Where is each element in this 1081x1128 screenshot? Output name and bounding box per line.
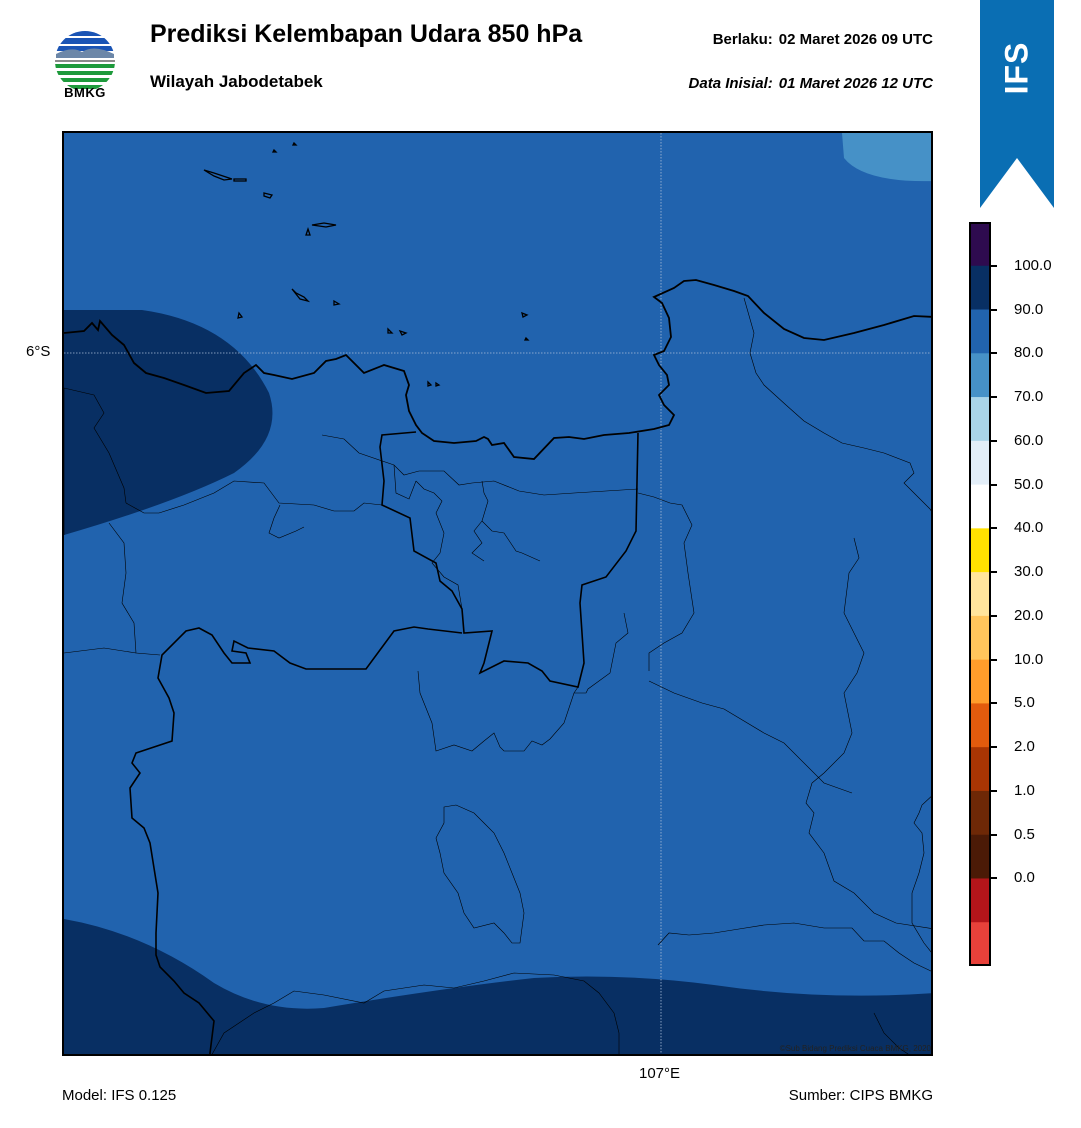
init-label: Data Inisial: bbox=[688, 75, 773, 92]
colorbar-segment bbox=[969, 790, 991, 836]
humidity-70-80-northeast bbox=[842, 133, 931, 182]
colorbar-segment bbox=[969, 747, 991, 792]
valid-label: Berlaku: bbox=[712, 31, 773, 48]
latitude-label: 6°S bbox=[26, 343, 51, 360]
init-time: Data Inisial: 01 Maret 2026 12 UTC bbox=[689, 75, 933, 92]
humidity-90-100-south bbox=[64, 919, 931, 1054]
copyright-note: ©Sub Bidang Prediksi Cuaca BMKG, 2020 bbox=[779, 1044, 931, 1053]
colorbar-segment bbox=[969, 528, 991, 573]
colorbar-label: 30.0 bbox=[1014, 563, 1044, 581]
source-info: Sumber: CIPS BMKG bbox=[788, 1087, 933, 1104]
colorbar-label: 80.0 bbox=[1014, 344, 1044, 362]
colorbar-segment bbox=[969, 922, 991, 966]
colorbar-segment bbox=[969, 572, 991, 617]
colorbar-tick bbox=[990, 439, 997, 442]
colorbar bbox=[969, 222, 991, 966]
colorbar-tick bbox=[990, 833, 997, 836]
colorbar-tick bbox=[990, 571, 997, 574]
humidity-80-90-field bbox=[64, 133, 931, 1054]
colorbar-tick bbox=[990, 308, 997, 311]
humidity-90-100-northwest bbox=[64, 310, 273, 535]
colorbar-tick bbox=[990, 614, 997, 617]
coastline bbox=[64, 279, 931, 460]
colorbar-segment bbox=[969, 440, 991, 486]
colorbar-segment bbox=[969, 878, 991, 923]
province-boundary bbox=[129, 626, 463, 1054]
colorbar-label: 90.0 bbox=[1014, 300, 1044, 318]
colorbar-segment bbox=[969, 834, 991, 879]
colorbar-segment bbox=[969, 265, 991, 311]
colorbar-segment bbox=[969, 309, 991, 354]
colorbar-label: 0.5 bbox=[1014, 825, 1035, 843]
colorbar-label: 5.0 bbox=[1014, 694, 1035, 712]
district-boundaries bbox=[64, 297, 931, 1054]
colorbar-tick bbox=[990, 789, 997, 792]
colorbar-tick bbox=[990, 527, 997, 530]
colorbar-tick bbox=[990, 483, 997, 486]
ifs-ribbon-label: IFS bbox=[998, 41, 1035, 95]
ifs-ribbon bbox=[980, 0, 1054, 208]
colorbar-segment bbox=[969, 484, 991, 529]
colorbar-segment bbox=[969, 703, 991, 748]
colorbar-tick bbox=[990, 702, 997, 705]
colorbar-tick bbox=[990, 264, 997, 267]
colorbar-tick bbox=[990, 658, 997, 661]
colorbar-segment bbox=[969, 222, 991, 267]
province-boundary bbox=[379, 431, 639, 688]
colorbar-tick bbox=[990, 877, 997, 880]
map-canvas bbox=[64, 133, 931, 1054]
page-title: Prediksi Kelembapan Udara 850 hPa bbox=[150, 20, 583, 48]
colorbar-label: 2.0 bbox=[1014, 738, 1035, 756]
islands bbox=[203, 141, 530, 387]
valid-value: 02 Maret 2026 09 UTC bbox=[778, 31, 933, 48]
model-info: Model: IFS 0.125 bbox=[62, 1087, 177, 1104]
colorbar-tick bbox=[990, 352, 997, 355]
logo-text: BMKG bbox=[64, 85, 106, 100]
colorbar-label: 50.0 bbox=[1014, 475, 1044, 493]
colorbar-label: 40.0 bbox=[1014, 519, 1044, 537]
colorbar-tick bbox=[990, 746, 997, 749]
colorbar-segment bbox=[969, 397, 991, 442]
colorbar-label: 20.0 bbox=[1014, 606, 1044, 624]
humidity-map bbox=[62, 131, 933, 1056]
region-subtitle: Wilayah Jabodetabek bbox=[150, 72, 323, 91]
colorbar-segment bbox=[969, 615, 991, 661]
colorbar-border bbox=[969, 222, 991, 966]
colorbar-segment bbox=[969, 353, 991, 398]
colorbar-segment bbox=[969, 659, 991, 704]
colorbar-label: 1.0 bbox=[1014, 781, 1035, 799]
colorbar-label: 70.0 bbox=[1014, 388, 1044, 406]
init-value: 01 Maret 2026 12 UTC bbox=[778, 75, 933, 92]
valid-time: Berlaku: 02 Maret 2026 09 UTC bbox=[713, 31, 933, 48]
longitude-label: 107°E bbox=[639, 1065, 681, 1082]
colorbar-label: 10.0 bbox=[1014, 650, 1044, 668]
colorbar-label: 100.0 bbox=[1014, 256, 1052, 274]
colorbar-label: 60.0 bbox=[1014, 431, 1044, 449]
colorbar-tick bbox=[990, 396, 997, 399]
bmkg-logo bbox=[55, 31, 115, 91]
colorbar-label: 0.0 bbox=[1014, 869, 1035, 887]
